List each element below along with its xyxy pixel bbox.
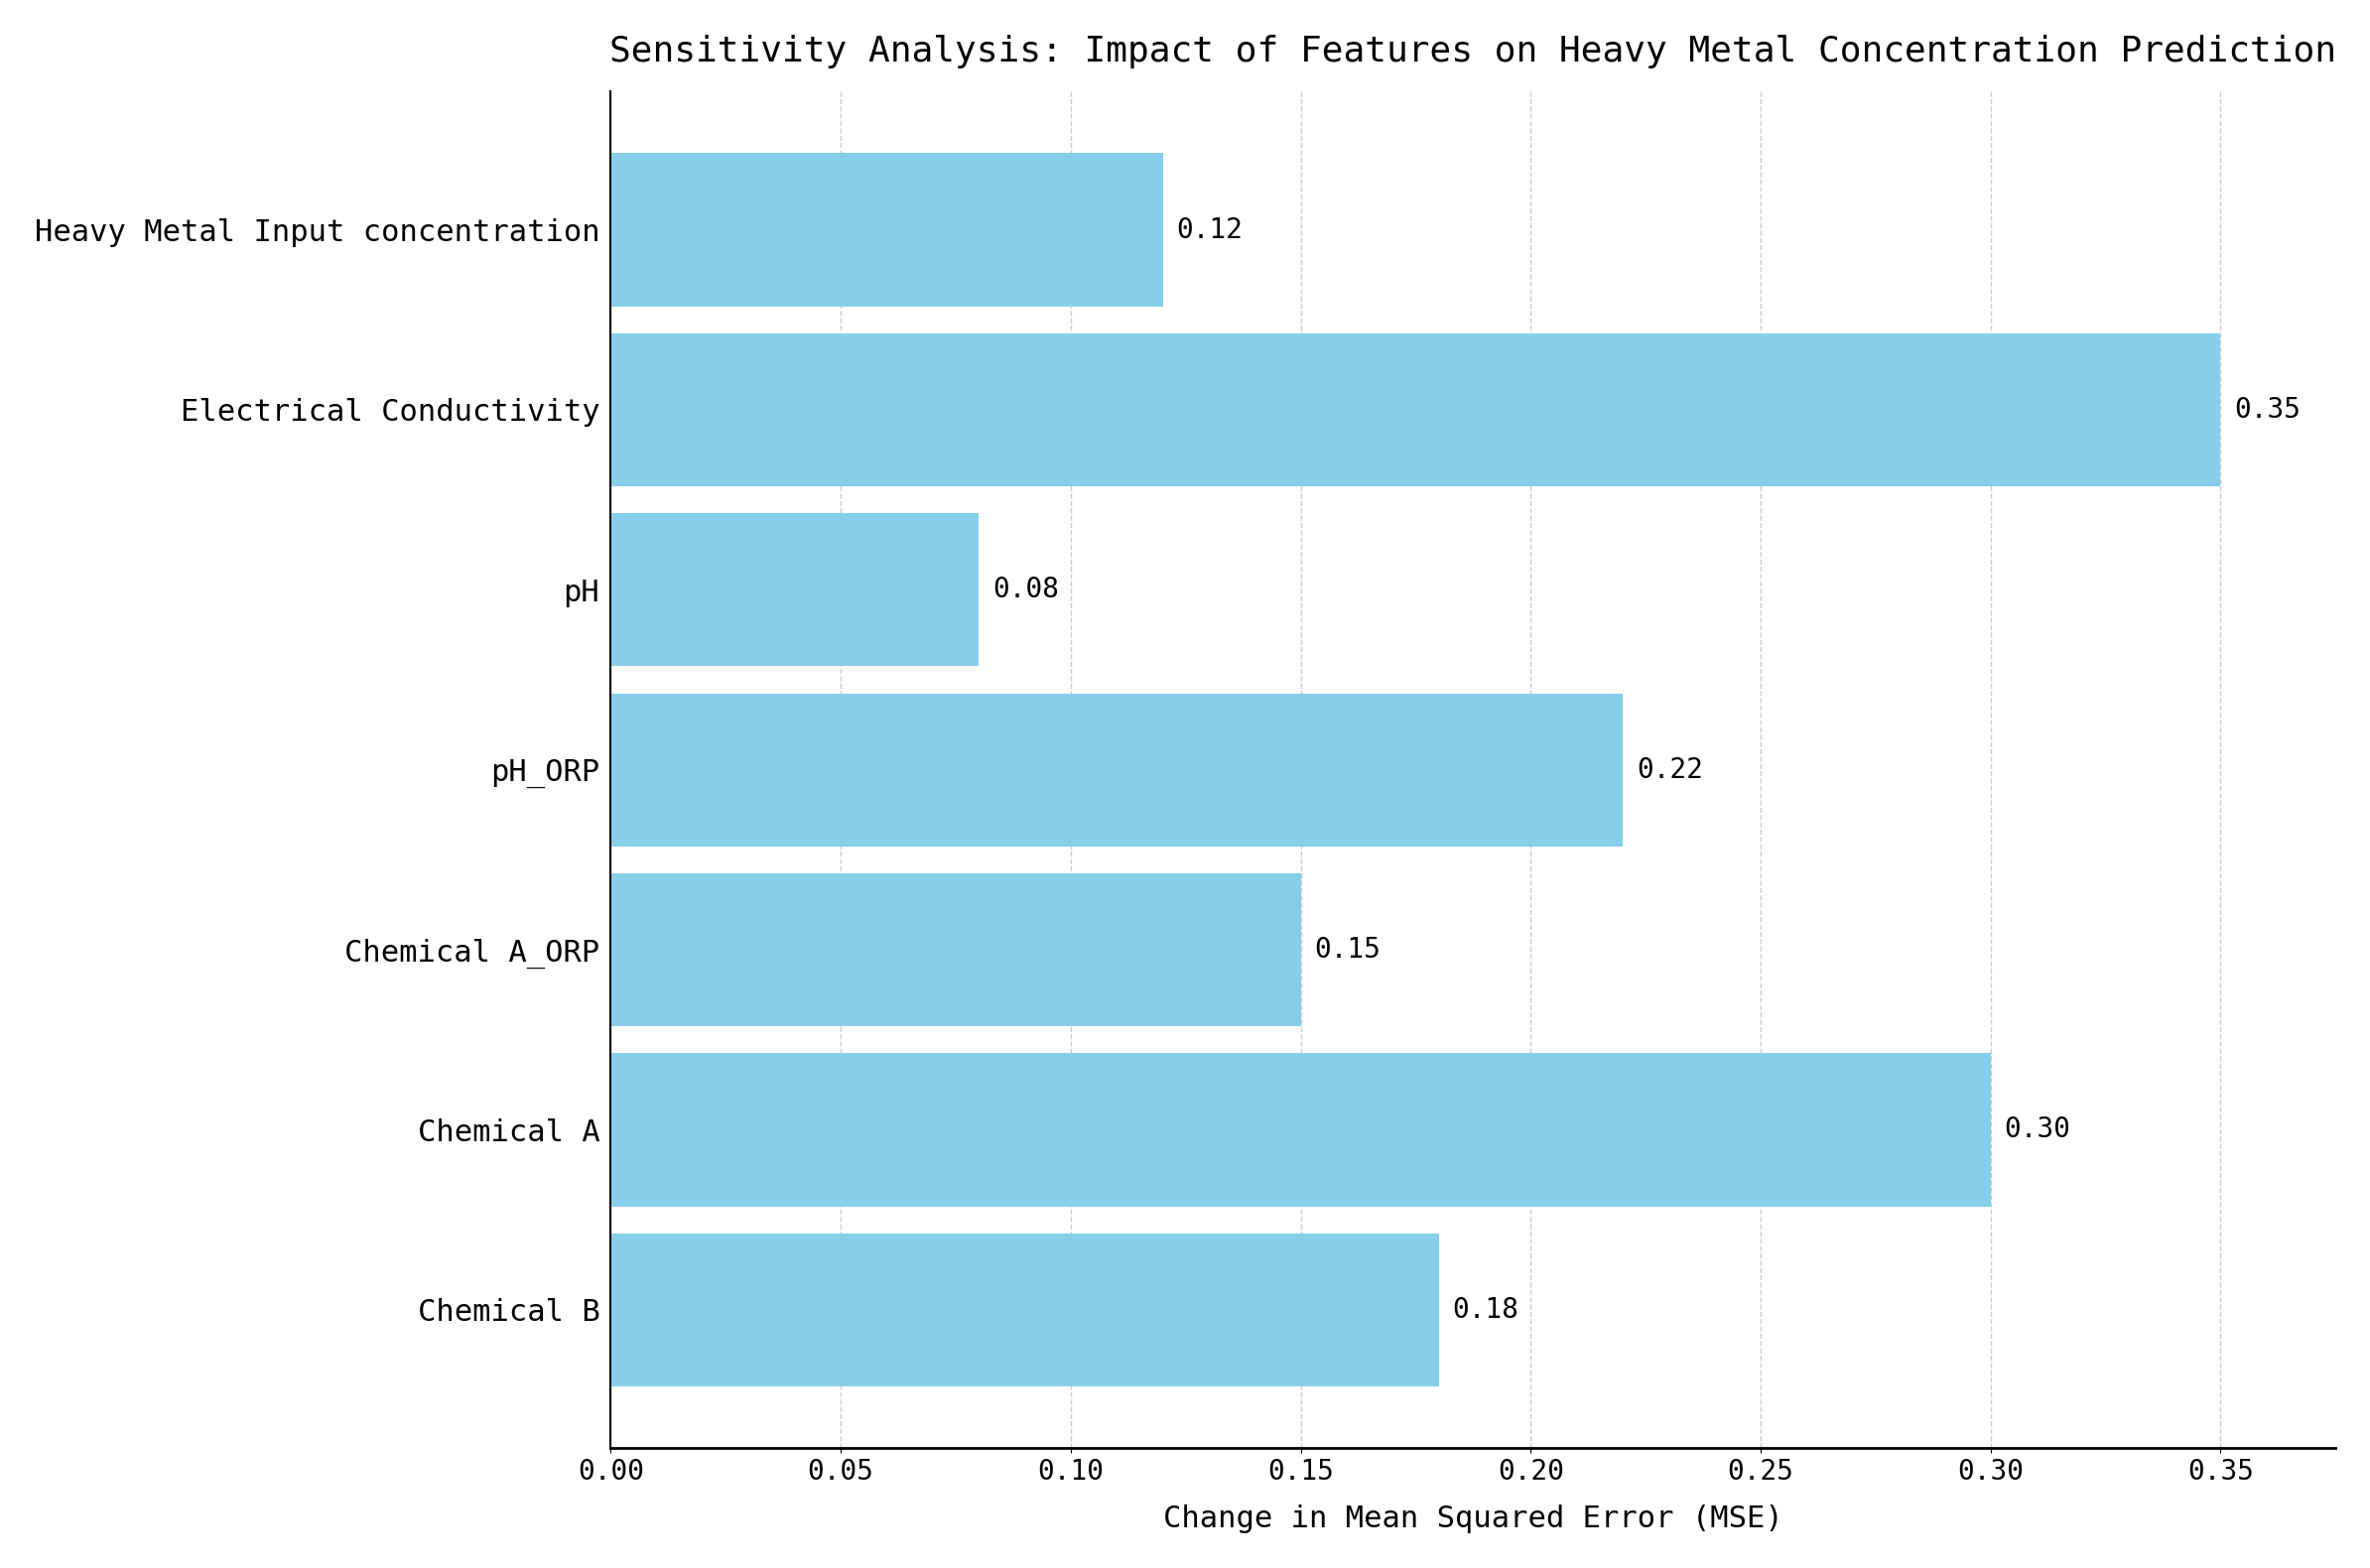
Bar	[611, 873, 1301, 1027]
Text: 0.12: 0.12	[1176, 216, 1242, 243]
Bar	[611, 334, 2221, 486]
Text: 0.15: 0.15	[1315, 936, 1382, 964]
Text: 0.08: 0.08	[993, 575, 1059, 604]
Text: 0.22: 0.22	[1635, 756, 1704, 784]
Text: 0.30: 0.30	[2005, 1116, 2071, 1143]
Bar	[611, 1054, 1991, 1206]
Bar	[611, 1234, 1439, 1386]
Title: Sensitivity Analysis: Impact of Features on Heavy Metal Concentration Prediction: Sensitivity Analysis: Impact of Features…	[609, 34, 2337, 67]
X-axis label: Change in Mean Squared Error (MSE): Change in Mean Squared Error (MSE)	[1164, 1505, 1782, 1534]
Bar	[611, 513, 979, 666]
Bar	[611, 154, 1164, 306]
Bar	[611, 693, 1623, 847]
Text: 0.35: 0.35	[2235, 395, 2301, 423]
Text: 0.18: 0.18	[1453, 1297, 1519, 1323]
